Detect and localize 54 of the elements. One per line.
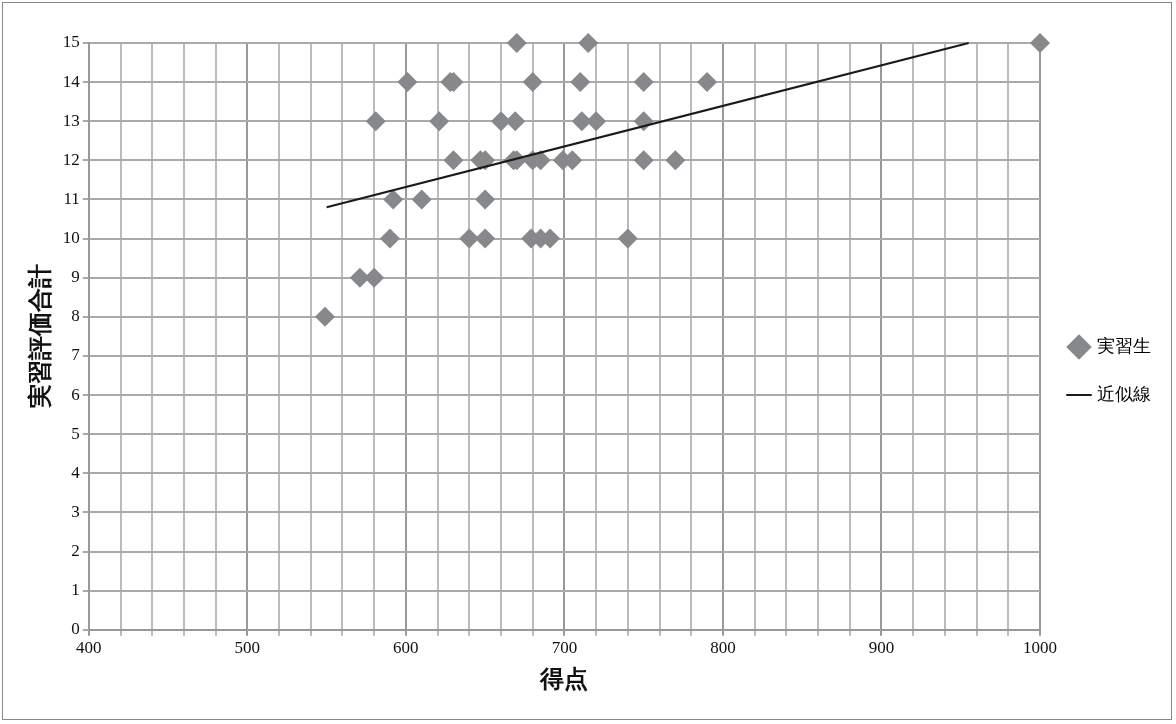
y-tick-label: 4 (71, 462, 81, 482)
legend-label: 実習生 (1097, 335, 1151, 356)
point (475, 189, 496, 210)
point (315, 306, 336, 327)
point (397, 72, 418, 93)
point (697, 72, 718, 93)
point (522, 72, 543, 93)
y-tick-label: 11 (63, 188, 80, 208)
point (586, 111, 607, 132)
point (364, 267, 385, 288)
point (490, 111, 511, 132)
x-tick-label: 800 (710, 638, 736, 658)
point (383, 189, 404, 210)
x-tick-label: 900 (868, 638, 895, 658)
x-axis-title: 得点 (539, 665, 589, 692)
point (633, 150, 654, 171)
point (429, 111, 450, 132)
y-tick-label: 14 (62, 71, 81, 91)
point (506, 33, 527, 53)
x-tick-label: 600 (393, 638, 419, 658)
point (633, 72, 654, 93)
y-axis-title: 実習評価合計 (25, 264, 53, 410)
point (380, 228, 401, 249)
point (665, 150, 686, 171)
y-tick-label: 2 (71, 541, 80, 561)
x-tick-label: 400 (76, 638, 102, 658)
point (570, 72, 591, 93)
y-tick-label: 0 (71, 619, 80, 639)
y-tick-label: 6 (71, 384, 80, 404)
y-tick-label: 1 (71, 580, 80, 600)
y-tick-label: 13 (62, 110, 80, 130)
y-tick-label: 15 (62, 32, 80, 52)
x-tick-label: 700 (551, 638, 578, 658)
point (443, 150, 464, 171)
point (365, 111, 386, 132)
y-tick-label: 5 (71, 423, 80, 443)
point (475, 228, 496, 249)
y-tick-label: 7 (71, 345, 81, 365)
y-tick-label: 8 (71, 306, 80, 326)
point (1030, 33, 1050, 53)
x-tick-label: 500 (234, 638, 261, 658)
point (578, 33, 599, 53)
point (571, 111, 592, 132)
point (459, 228, 480, 249)
point (505, 111, 526, 132)
y-tick-label: 10 (62, 228, 80, 248)
x-tick-label: 1000 (1023, 638, 1057, 658)
point (349, 267, 370, 288)
point (411, 189, 432, 210)
point (617, 228, 638, 249)
y-tick-label: 12 (62, 149, 80, 169)
y-tick-label: 3 (71, 501, 80, 521)
legend-label: 近似線 (1097, 383, 1151, 404)
y-tick-label: 9 (71, 267, 80, 287)
